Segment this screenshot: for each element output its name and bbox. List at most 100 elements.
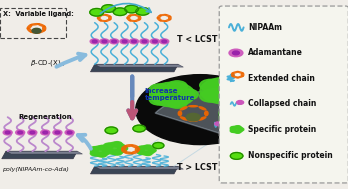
- Circle shape: [118, 146, 128, 151]
- Text: Increase
temperature: Increase temperature: [144, 88, 195, 101]
- Ellipse shape: [198, 116, 207, 121]
- Circle shape: [136, 8, 150, 15]
- Text: X:  Variable ligand:: X: Variable ligand:: [3, 11, 74, 17]
- Ellipse shape: [135, 147, 140, 152]
- Ellipse shape: [97, 14, 102, 19]
- Ellipse shape: [104, 19, 111, 22]
- Circle shape: [55, 131, 60, 134]
- Ellipse shape: [130, 150, 139, 154]
- Text: T > LCST: T > LCST: [177, 163, 218, 172]
- Circle shape: [92, 40, 97, 43]
- Circle shape: [137, 146, 155, 155]
- Wedge shape: [155, 87, 239, 139]
- Circle shape: [65, 130, 74, 135]
- Ellipse shape: [134, 14, 141, 17]
- Ellipse shape: [198, 106, 207, 111]
- Circle shape: [90, 151, 99, 156]
- Circle shape: [136, 75, 264, 145]
- Ellipse shape: [188, 119, 198, 122]
- Ellipse shape: [26, 24, 33, 29]
- Circle shape: [152, 40, 157, 43]
- Ellipse shape: [121, 145, 127, 150]
- Circle shape: [90, 9, 104, 16]
- Ellipse shape: [130, 144, 139, 148]
- Ellipse shape: [30, 23, 40, 26]
- Circle shape: [133, 125, 145, 132]
- Ellipse shape: [26, 27, 33, 33]
- Ellipse shape: [159, 20, 167, 22]
- Circle shape: [90, 147, 99, 151]
- Circle shape: [160, 39, 169, 44]
- Circle shape: [32, 28, 41, 33]
- Text: NIPAAm: NIPAAm: [248, 23, 282, 32]
- Circle shape: [230, 129, 236, 132]
- Circle shape: [200, 90, 222, 102]
- Ellipse shape: [204, 111, 209, 116]
- Ellipse shape: [157, 17, 162, 22]
- Circle shape: [98, 145, 107, 150]
- Circle shape: [232, 51, 239, 55]
- Circle shape: [167, 97, 187, 108]
- Circle shape: [100, 39, 109, 44]
- Ellipse shape: [188, 105, 198, 108]
- Circle shape: [112, 142, 122, 147]
- Ellipse shape: [231, 71, 239, 74]
- Circle shape: [162, 40, 167, 43]
- Ellipse shape: [180, 116, 188, 121]
- Circle shape: [30, 131, 35, 134]
- Circle shape: [229, 49, 243, 57]
- Circle shape: [102, 5, 116, 12]
- Circle shape: [149, 84, 169, 95]
- Circle shape: [150, 39, 159, 44]
- Circle shape: [142, 40, 147, 43]
- Circle shape: [238, 128, 244, 131]
- Circle shape: [113, 8, 127, 15]
- Text: Nonspecific protein: Nonspecific protein: [248, 151, 333, 160]
- Circle shape: [122, 40, 127, 43]
- Circle shape: [104, 142, 126, 154]
- Ellipse shape: [164, 14, 171, 17]
- Circle shape: [219, 117, 236, 126]
- Circle shape: [235, 130, 241, 133]
- Ellipse shape: [231, 72, 235, 77]
- Circle shape: [129, 39, 139, 44]
- Text: Adamantane: Adamantane: [248, 48, 303, 57]
- Polygon shape: [90, 64, 178, 72]
- Circle shape: [110, 39, 119, 44]
- Circle shape: [137, 146, 145, 150]
- Text: Extended chain: Extended chain: [248, 74, 315, 83]
- Polygon shape: [2, 151, 77, 159]
- Circle shape: [102, 40, 107, 43]
- Circle shape: [43, 131, 48, 134]
- Ellipse shape: [126, 17, 132, 22]
- Circle shape: [243, 112, 260, 122]
- Ellipse shape: [37, 29, 46, 34]
- Circle shape: [140, 39, 149, 44]
- Circle shape: [149, 94, 169, 105]
- Ellipse shape: [124, 151, 134, 155]
- Circle shape: [28, 130, 37, 135]
- FancyBboxPatch shape: [219, 6, 348, 183]
- Circle shape: [103, 143, 113, 149]
- Circle shape: [219, 108, 236, 118]
- Circle shape: [103, 148, 113, 154]
- Circle shape: [120, 39, 129, 44]
- Ellipse shape: [164, 19, 171, 22]
- Circle shape: [3, 130, 12, 135]
- Polygon shape: [95, 64, 183, 67]
- Circle shape: [90, 39, 99, 44]
- Ellipse shape: [104, 14, 111, 17]
- Circle shape: [167, 81, 187, 92]
- Circle shape: [144, 145, 152, 149]
- Circle shape: [200, 79, 222, 91]
- Polygon shape: [95, 166, 183, 169]
- Text: Regeneration: Regeneration: [18, 114, 72, 120]
- Circle shape: [235, 126, 241, 129]
- Circle shape: [90, 146, 110, 156]
- Ellipse shape: [168, 15, 172, 20]
- Ellipse shape: [159, 14, 167, 16]
- Text: $\beta$-CD-(X)$_n$: $\beta$-CD-(X)$_n$: [30, 58, 64, 68]
- Circle shape: [178, 89, 198, 100]
- Circle shape: [186, 113, 200, 121]
- Ellipse shape: [126, 14, 132, 19]
